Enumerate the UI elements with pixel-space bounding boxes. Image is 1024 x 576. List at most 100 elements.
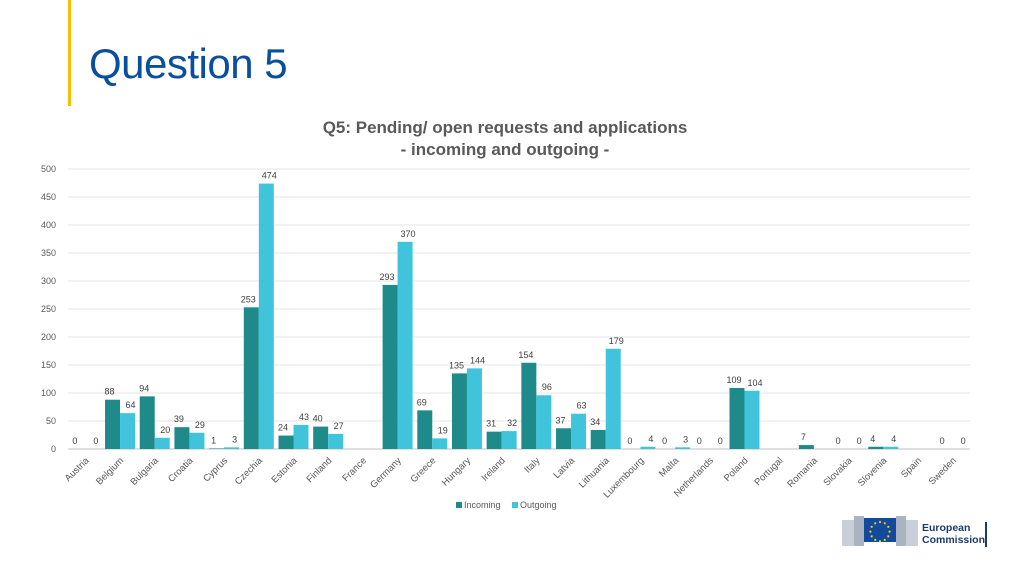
bar-incoming xyxy=(313,426,329,449)
x-tick-label: Lithuania xyxy=(577,455,613,491)
data-label: 94 xyxy=(139,383,149,393)
x-tick-label: Italy xyxy=(522,455,542,475)
y-tick-label: 350 xyxy=(41,248,56,258)
data-label: 144 xyxy=(470,355,485,365)
bar-incoming xyxy=(868,446,884,449)
x-tick-label: Austria xyxy=(63,455,92,484)
data-label: 154 xyxy=(518,350,533,360)
bar-incoming xyxy=(382,284,398,449)
data-label: 43 xyxy=(299,412,309,422)
bar-outgoing xyxy=(189,432,205,449)
bar-outgoing xyxy=(605,348,621,449)
x-tick-label: Bulgaria xyxy=(128,455,161,488)
data-label: 474 xyxy=(262,171,277,181)
data-label: 293 xyxy=(380,272,395,282)
bar-incoming xyxy=(417,410,433,449)
data-label: 3 xyxy=(683,434,688,444)
chart-title-line1: Q5: Pending/ open requests and applicati… xyxy=(323,118,688,137)
x-tick-label: Greece xyxy=(409,455,439,485)
data-label: 104 xyxy=(747,378,762,388)
data-label: 0 xyxy=(836,436,841,446)
data-label: 20 xyxy=(160,425,170,435)
bar-outgoing xyxy=(501,431,517,449)
x-tick-label: Ireland xyxy=(479,455,507,483)
x-tick-label: Portugal xyxy=(753,455,786,488)
x-tick-label: Belgium xyxy=(94,455,126,487)
bar-outgoing xyxy=(432,438,448,449)
data-label: 0 xyxy=(718,436,723,446)
bar-outgoing xyxy=(883,446,899,449)
y-tick-label: 400 xyxy=(41,220,56,230)
data-label: 253 xyxy=(241,294,256,304)
legend: Incoming Outgoing xyxy=(456,500,557,510)
data-label: 4 xyxy=(870,434,875,444)
data-label: 135 xyxy=(449,360,464,370)
data-label: 0 xyxy=(627,436,632,446)
grid-lines xyxy=(68,168,970,450)
legend-label: Outgoing xyxy=(520,500,557,510)
bar-outgoing xyxy=(154,437,170,449)
bar-incoming xyxy=(521,362,537,449)
data-label: 31 xyxy=(486,419,496,429)
x-tick-label: Czechia xyxy=(233,455,266,488)
chart-title-line2: - incoming and outgoing - xyxy=(401,140,610,159)
data-label: 40 xyxy=(313,414,323,424)
data-label: 109 xyxy=(726,375,741,385)
data-label: 64 xyxy=(126,400,136,410)
data-label: 24 xyxy=(278,423,288,433)
x-tick-label: Croatia xyxy=(166,455,196,485)
x-tick-label: Spain xyxy=(899,455,924,480)
data-label: 96 xyxy=(542,382,552,392)
data-label: 63 xyxy=(577,401,587,411)
y-tick-label: 200 xyxy=(41,332,56,342)
data-label: 27 xyxy=(334,421,344,431)
european-commission-logo: European Commission xyxy=(842,512,990,548)
data-label: 0 xyxy=(662,436,667,446)
bar-outgoing xyxy=(640,446,656,449)
data-label: 370 xyxy=(401,229,416,239)
bar-incoming xyxy=(486,431,502,449)
x-tick-label: France xyxy=(340,455,369,484)
bar-incoming xyxy=(590,429,606,449)
accent-bar xyxy=(68,0,71,106)
data-label: 0 xyxy=(93,436,98,446)
bar-incoming xyxy=(798,445,814,449)
y-tick-label: 250 xyxy=(41,304,56,314)
legend-label: Incoming xyxy=(464,500,501,510)
bar-outgoing xyxy=(224,447,240,449)
bar-outgoing xyxy=(675,447,691,449)
y-tick-label: 500 xyxy=(41,164,56,174)
x-tick-label: Finland xyxy=(304,455,334,485)
x-tick-label: Hungary xyxy=(440,455,473,488)
data-label: 0 xyxy=(72,436,77,446)
logo-line2: Commission xyxy=(922,534,986,546)
data-label: 179 xyxy=(609,336,624,346)
data-label: 0 xyxy=(961,436,966,446)
y-tick-label: 100 xyxy=(41,388,56,398)
bar-incoming xyxy=(139,396,155,449)
bar-incoming xyxy=(451,373,467,449)
legend-swatch xyxy=(456,502,462,508)
x-tick-label: Estonia xyxy=(269,455,300,486)
x-tick-label: Malta xyxy=(657,455,682,480)
bar-outgoing xyxy=(258,183,274,449)
y-tick-label: 150 xyxy=(41,360,56,370)
x-tick-label: Romania xyxy=(785,455,820,490)
data-label: 7 xyxy=(801,432,806,442)
x-tick-label: Slovenia xyxy=(856,455,890,489)
data-label: 88 xyxy=(105,387,115,397)
x-tick-label: Sweden xyxy=(927,455,959,487)
y-tick-label: 300 xyxy=(41,276,56,286)
data-label: 0 xyxy=(697,436,702,446)
data-label: 0 xyxy=(940,436,945,446)
bar-outgoing xyxy=(293,424,309,449)
data-label: 34 xyxy=(590,417,600,427)
bar-incoming xyxy=(105,399,121,449)
data-label: 3 xyxy=(232,434,237,444)
bars xyxy=(105,183,899,449)
y-tick-label: 450 xyxy=(41,192,56,202)
logo-line1: European xyxy=(922,522,971,534)
y-tick-label: 0 xyxy=(51,444,56,454)
bar-incoming xyxy=(556,428,572,449)
